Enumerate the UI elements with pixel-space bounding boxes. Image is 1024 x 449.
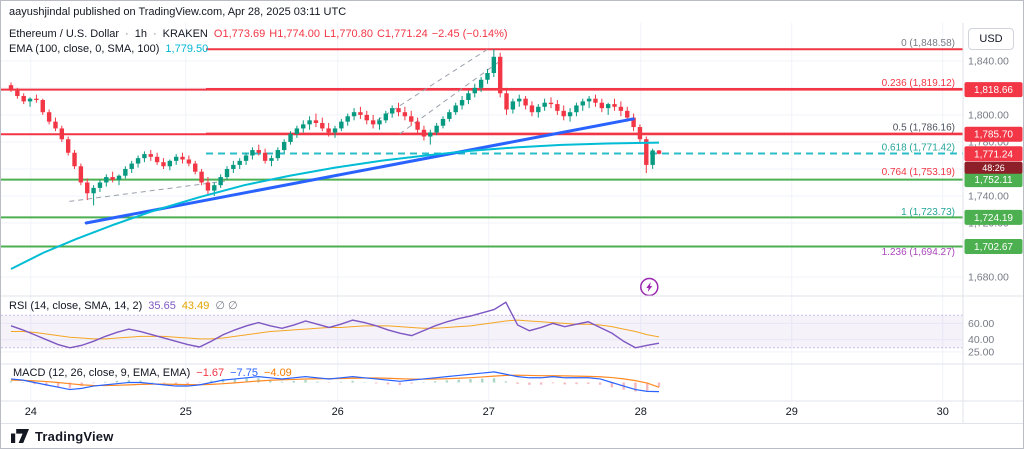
svg-text:1,800.00: 1,800.00 (968, 109, 1009, 121)
macd-hist-value: −1.67 (196, 367, 225, 379)
svg-text:0.5 (1,786.16): 0.5 (1,786.16) (893, 123, 955, 134)
macd-title[interactable]: MACD (12, 26, close, 9, EMA, EMA) (13, 367, 191, 379)
footer-bar: TradingView (1, 423, 1023, 448)
svg-text:25: 25 (180, 406, 192, 418)
attribution-text: aayushjindal published on TradingView.co… (9, 6, 347, 18)
trendline[interactable] (84, 117, 635, 225)
rsi-title[interactable]: RSI (14, close, SMA, 14, 2) (9, 300, 143, 312)
svg-text:1,752.11: 1,752.11 (974, 175, 1013, 186)
svg-text:1,785.70: 1,785.70 (974, 130, 1013, 141)
svg-text:0.764 (1,753.19): 0.764 (1,753.19) (882, 167, 955, 178)
svg-text:24: 24 (25, 406, 37, 418)
symbol-legend[interactable]: Ethereum / U.S. Dollar · 1h · KRAKEN O1,… (9, 28, 508, 40)
svg-text:1 (1,723.73): 1 (1,723.73) (901, 207, 955, 218)
rsi-ma-value: 43.49 (181, 300, 210, 312)
svg-text:28: 28 (635, 406, 647, 418)
ema-value: 1,779.50 (165, 43, 209, 55)
svg-text:0.236 (1,819.12): 0.236 (1,819.12) (882, 78, 955, 89)
interval-label[interactable]: 1h (134, 28, 147, 40)
macd-legend[interactable]: MACD (12, 26, close, 9, EMA, EMA) −1.67 … (13, 367, 292, 379)
exchange-label[interactable]: KRAKEN (162, 28, 208, 40)
price-tags: 1,818.66 1,785.70 1,752.11 1,724.19 1,702.67… (964, 82, 1023, 254)
ema-legend[interactable]: EMA (100, close, 0, SMA, 100) 1,779.50 (9, 43, 208, 55)
change-value: −2.45 (−0.14%) (431, 28, 508, 40)
high-value: H1,774.00 (269, 28, 321, 40)
svg-text:1,724.19: 1,724.19 (974, 213, 1013, 224)
currency-usd-button[interactable]: USD (968, 28, 1014, 50)
macd-signal-value: −4.09 (263, 367, 292, 379)
svg-text:0.618 (1,771.42): 0.618 (1,771.42) (882, 143, 955, 154)
svg-text:25.00: 25.00 (968, 346, 994, 358)
symbol-title[interactable]: Ethereum / U.S. Dollar (9, 28, 120, 40)
rsi-plot (10, 301, 660, 349)
svg-text:40.00: 40.00 (968, 334, 994, 346)
svg-text:1,840.00: 1,840.00 (968, 55, 1009, 67)
svg-text:1,818.66: 1,818.66 (974, 85, 1013, 96)
svg-text:60.00: 60.00 (968, 318, 994, 330)
pane-separators (1, 23, 1023, 425)
svg-text:1.236 (1,694.27): 1.236 (1,694.27) (882, 247, 955, 258)
svg-text:1,680.00: 1,680.00 (968, 272, 1009, 284)
lightning-icon[interactable] (640, 277, 659, 297)
ema-line (10, 141, 660, 270)
svg-text:1,702.67: 1,702.67 (974, 242, 1013, 253)
low-value: L1,770.80 (324, 28, 373, 40)
candles (8, 49, 662, 206)
macd-plot (9, 371, 661, 393)
trend-annotations[interactable] (69, 46, 501, 202)
brand-name[interactable]: TradingView (35, 428, 114, 444)
svg-text:0 (1,848.58): 0 (1,848.58) (901, 38, 955, 49)
separator-dot: · (152, 28, 157, 40)
svg-text:27: 27 (483, 406, 495, 418)
open-value: O1,773.69 (213, 28, 266, 40)
price-level-lines[interactable] (1, 48, 963, 248)
svg-text:1,740.00: 1,740.00 (968, 190, 1009, 202)
rsi-band (1, 314, 963, 349)
price-axis[interactable]: 1,840.001,820.001,800.001,780.001,760.00… (968, 55, 1009, 358)
svg-text:29: 29 (786, 406, 798, 418)
rsi-value: 35.65 (148, 300, 176, 312)
close-value: C1,771.24 (376, 28, 428, 40)
fib-labels: 0 (1,848.58) 0.236 (1,819.12) 0.5 (1,786.1… (882, 38, 955, 258)
ema-title[interactable]: EMA (100, close, 0, SMA, 100) (9, 43, 160, 55)
time-axis[interactable]: 24 25 26 27 28 29 30 (25, 406, 949, 418)
rsi-legend[interactable]: RSI (14, close, SMA, 14, 2) 35.65 43.49 … (9, 299, 238, 312)
macd-line-value: −7.75 (230, 367, 258, 379)
svg-text:26: 26 (332, 406, 344, 418)
separator-dot: · (125, 28, 129, 40)
tradingview-logo-icon[interactable] (11, 429, 29, 443)
svg-text:48:26: 48:26 (982, 163, 1005, 173)
grid (1, 23, 963, 401)
svg-text:30: 30 (937, 406, 949, 418)
attribution-bar: aayushjindal published on TradingView.co… (1, 1, 1023, 23)
rsi-extra-values: ∅ ∅ (215, 300, 238, 312)
svg-text:1,771.24: 1,771.24 (974, 149, 1013, 160)
